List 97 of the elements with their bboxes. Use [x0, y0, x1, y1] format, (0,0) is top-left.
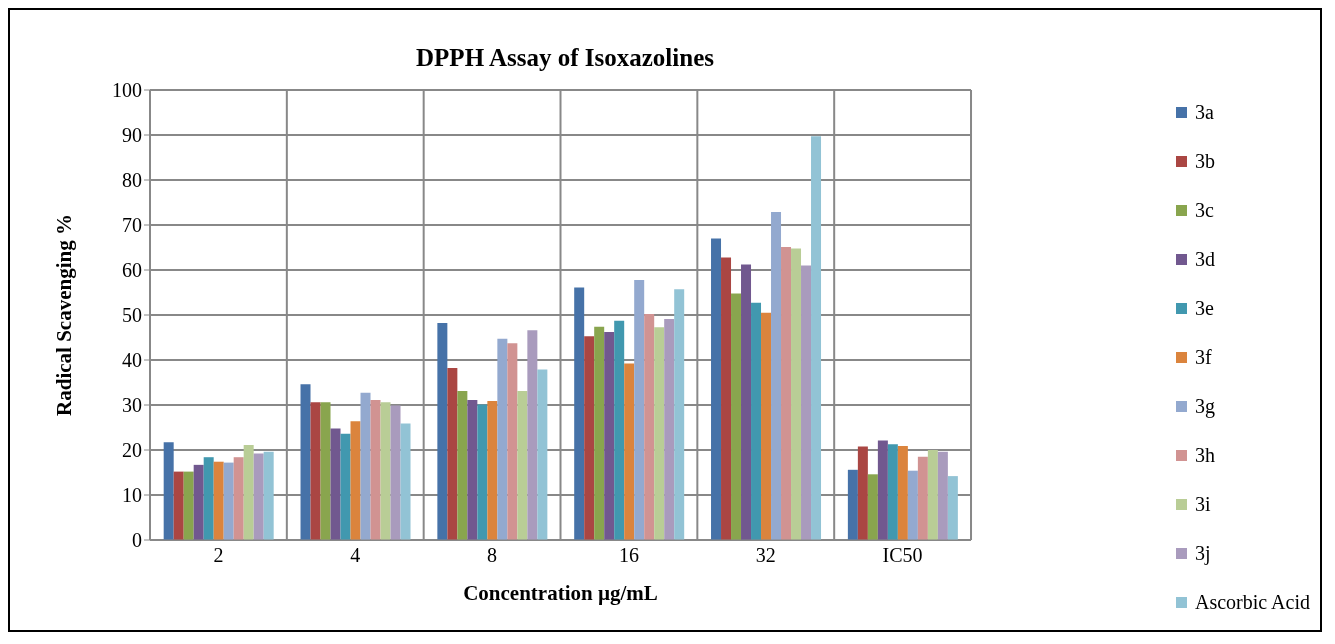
bar — [437, 323, 448, 540]
bar — [527, 330, 538, 540]
bar — [380, 402, 391, 540]
bar — [594, 326, 605, 540]
x-tick-label: 8 — [487, 544, 498, 567]
bar — [390, 405, 401, 540]
y-tick-label: 80 — [122, 169, 142, 192]
legend-label: 3e — [1195, 297, 1214, 320]
bar — [223, 462, 234, 540]
bar — [937, 451, 948, 540]
bar — [604, 332, 615, 540]
bar — [537, 369, 548, 540]
bar — [487, 400, 498, 540]
bar — [203, 457, 214, 540]
bar — [477, 404, 488, 540]
legend-label: 3a — [1195, 101, 1214, 124]
bar — [644, 314, 655, 540]
bar — [761, 312, 772, 540]
y-tick-label: 50 — [122, 304, 142, 327]
y-tick-label: 70 — [122, 214, 142, 237]
bar — [400, 423, 411, 540]
bar — [917, 456, 928, 540]
bar — [233, 457, 244, 540]
bar — [497, 338, 508, 540]
y-axis-title: Radical Scavenging % — [52, 214, 77, 416]
y-tick-label: 90 — [122, 124, 142, 147]
bar — [243, 445, 254, 540]
bar — [741, 264, 752, 540]
bar — [457, 391, 468, 540]
bar — [300, 384, 311, 540]
legend-label: 3d — [1195, 248, 1216, 271]
y-tick-label: 10 — [122, 484, 142, 507]
chart-title: DPPH Assay of Isoxazolines — [415, 44, 715, 72]
bar — [350, 421, 361, 540]
legend-label: 3i — [1195, 493, 1211, 516]
y-tick-label: 60 — [122, 259, 142, 282]
bar — [614, 320, 625, 540]
bar — [771, 211, 782, 540]
bar — [507, 343, 518, 540]
bar — [263, 451, 274, 540]
bar — [897, 445, 908, 540]
x-tick-label: 4 — [350, 544, 361, 567]
y-tick-label: 20 — [122, 439, 142, 462]
y-tick-label: 100 — [112, 79, 142, 102]
bar — [867, 474, 878, 540]
bar — [664, 319, 675, 540]
bar — [320, 402, 331, 540]
bar — [907, 470, 918, 540]
bar — [634, 279, 645, 540]
x-tick-label: 16 — [618, 544, 639, 567]
legend-label: 3c — [1195, 199, 1214, 222]
bar — [781, 247, 792, 540]
bar — [624, 363, 635, 540]
bar — [370, 400, 381, 540]
legend-label: 3f — [1195, 346, 1212, 369]
bar — [213, 461, 224, 540]
bar — [947, 476, 958, 540]
bar — [751, 302, 762, 540]
bar — [517, 391, 528, 540]
bar — [183, 471, 194, 540]
bar — [173, 471, 184, 540]
bar — [721, 257, 732, 540]
bar — [927, 450, 938, 540]
bar — [447, 368, 458, 540]
x-tick-label: 32 — [755, 544, 776, 567]
bar — [857, 446, 868, 540]
bar — [791, 248, 802, 540]
x-tick-label: 2 — [213, 544, 224, 567]
y-tick-label: 30 — [122, 394, 142, 417]
bar — [330, 428, 341, 540]
bar — [731, 293, 742, 540]
bar — [193, 464, 204, 540]
bar — [360, 392, 371, 540]
x-tick-label: IC50 — [882, 544, 923, 567]
bar — [584, 336, 595, 540]
y-tick-label: 0 — [132, 529, 142, 552]
bar — [877, 440, 888, 540]
bar — [811, 136, 822, 540]
bar — [467, 400, 478, 540]
bar — [253, 453, 264, 540]
bar — [711, 238, 722, 540]
y-tick-label: 40 — [122, 349, 142, 372]
legend-label: Ascorbic Acid — [1195, 591, 1310, 614]
bar — [674, 289, 685, 540]
legend-label: 3b — [1195, 150, 1216, 173]
x-axis-title: Concentration µg/mL — [463, 581, 658, 605]
bar — [574, 287, 585, 540]
legend-label: 3g — [1195, 395, 1216, 418]
bar — [887, 444, 898, 540]
bar — [801, 265, 812, 540]
bar — [847, 469, 858, 540]
legend-label: 3j — [1195, 542, 1211, 565]
bar — [163, 442, 174, 540]
legend-label: 3h — [1195, 444, 1216, 467]
bar — [654, 327, 665, 540]
bar — [310, 402, 321, 540]
bar — [340, 433, 351, 540]
